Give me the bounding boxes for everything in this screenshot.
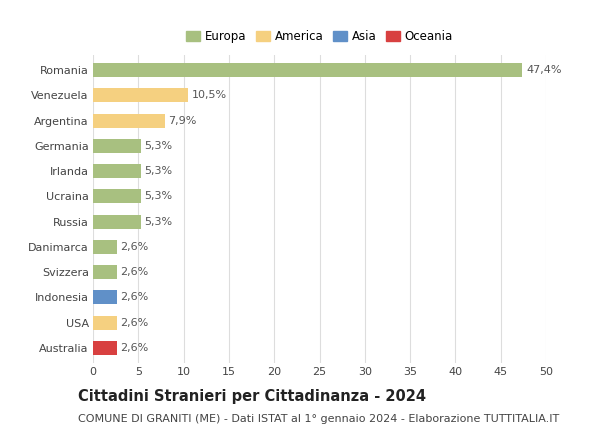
- Text: 5,3%: 5,3%: [145, 141, 173, 151]
- Text: 2,6%: 2,6%: [120, 242, 148, 252]
- Bar: [93, 315, 116, 330]
- Bar: [93, 215, 141, 228]
- Text: 2,6%: 2,6%: [120, 292, 148, 302]
- Legend: Europa, America, Asia, Oceania: Europa, America, Asia, Oceania: [186, 30, 453, 43]
- Text: 5,3%: 5,3%: [145, 216, 173, 227]
- Text: 5,3%: 5,3%: [145, 191, 173, 202]
- Bar: [93, 139, 141, 153]
- Bar: [93, 240, 116, 254]
- Bar: [93, 341, 116, 355]
- Bar: [93, 114, 164, 128]
- Text: COMUNE DI GRANITI (ME) - Dati ISTAT al 1° gennaio 2024 - Elaborazione TUTTITALIA: COMUNE DI GRANITI (ME) - Dati ISTAT al 1…: [78, 414, 559, 424]
- Bar: [93, 190, 141, 203]
- Bar: [93, 265, 116, 279]
- Bar: [93, 88, 188, 103]
- Text: 2,6%: 2,6%: [120, 318, 148, 328]
- Bar: [93, 290, 116, 304]
- Text: 10,5%: 10,5%: [192, 90, 227, 100]
- Text: 2,6%: 2,6%: [120, 343, 148, 353]
- Bar: [93, 164, 141, 178]
- Text: Cittadini Stranieri per Cittadinanza - 2024: Cittadini Stranieri per Cittadinanza - 2…: [78, 389, 426, 404]
- Text: 2,6%: 2,6%: [120, 267, 148, 277]
- Bar: [93, 63, 523, 77]
- Text: 47,4%: 47,4%: [526, 65, 562, 75]
- Text: 7,9%: 7,9%: [168, 116, 197, 126]
- Text: 5,3%: 5,3%: [145, 166, 173, 176]
